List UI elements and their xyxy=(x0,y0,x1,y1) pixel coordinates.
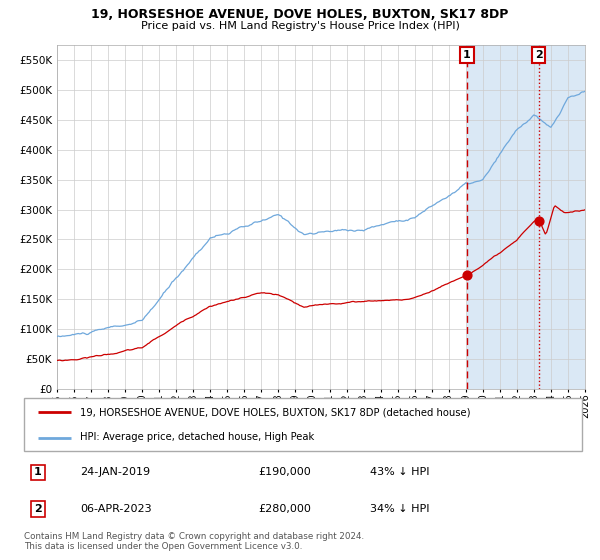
Text: 2: 2 xyxy=(34,504,42,514)
Text: 34% ↓ HPI: 34% ↓ HPI xyxy=(370,504,430,514)
Text: 24-JAN-2019: 24-JAN-2019 xyxy=(80,468,150,478)
Text: HPI: Average price, detached house, High Peak: HPI: Average price, detached house, High… xyxy=(80,432,314,442)
Text: 19, HORSESHOE AVENUE, DOVE HOLES, BUXTON, SK17 8DP: 19, HORSESHOE AVENUE, DOVE HOLES, BUXTON… xyxy=(91,8,509,21)
Text: 2: 2 xyxy=(535,50,542,60)
Text: 06-APR-2023: 06-APR-2023 xyxy=(80,504,151,514)
Text: £190,000: £190,000 xyxy=(259,468,311,478)
Text: 43% ↓ HPI: 43% ↓ HPI xyxy=(370,468,430,478)
Text: Price paid vs. HM Land Registry's House Price Index (HPI): Price paid vs. HM Land Registry's House … xyxy=(140,21,460,31)
Text: £280,000: £280,000 xyxy=(259,504,311,514)
Point xyxy=(462,271,472,280)
FancyBboxPatch shape xyxy=(24,398,582,451)
Point xyxy=(534,217,544,226)
Text: 19, HORSESHOE AVENUE, DOVE HOLES, BUXTON, SK17 8DP (detached house): 19, HORSESHOE AVENUE, DOVE HOLES, BUXTON… xyxy=(80,408,470,418)
Text: 1: 1 xyxy=(463,50,471,60)
Text: 1: 1 xyxy=(34,468,42,478)
Bar xyxy=(467,45,600,389)
Text: Contains HM Land Registry data © Crown copyright and database right 2024.
This d: Contains HM Land Registry data © Crown c… xyxy=(24,532,364,552)
